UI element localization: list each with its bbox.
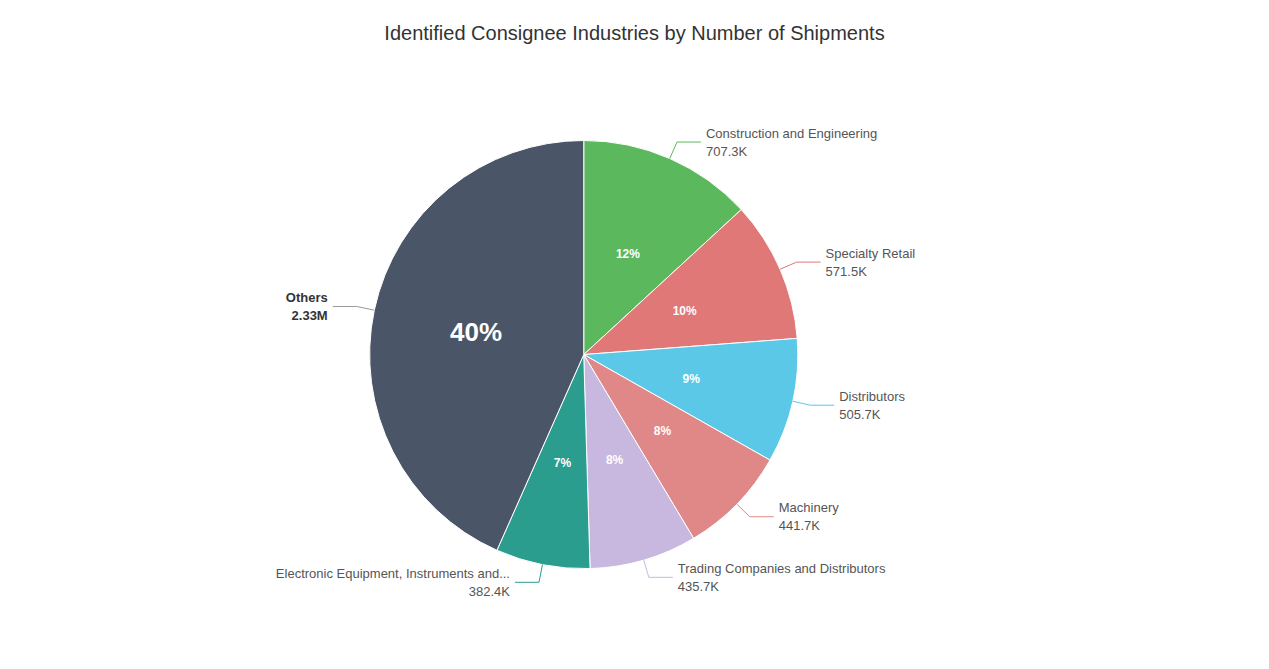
svg-text:707.3K: 707.3K	[706, 144, 748, 159]
svg-text:40%: 40%	[450, 317, 502, 347]
svg-text:Electronic Equipment, Instrume: Electronic Equipment, Instruments and...	[276, 566, 510, 581]
svg-text:382.4K: 382.4K	[469, 584, 511, 599]
svg-text:10%: 10%	[673, 304, 697, 318]
svg-text:9%: 9%	[682, 372, 700, 386]
svg-text:Specialty Retail: Specialty Retail	[826, 246, 916, 261]
svg-text:8%: 8%	[606, 453, 624, 467]
svg-text:Machinery: Machinery	[779, 500, 839, 515]
svg-text:12%: 12%	[616, 247, 640, 261]
svg-text:8%: 8%	[654, 424, 672, 438]
svg-text:435.7K: 435.7K	[678, 579, 720, 594]
svg-text:Distributors: Distributors	[839, 389, 905, 404]
svg-text:Trading Companies and Distribu: Trading Companies and Distributors	[678, 561, 886, 576]
svg-text:Identified Consignee Industrie: Identified Consignee Industries by Numbe…	[384, 22, 884, 44]
svg-text:Construction and Engineering: Construction and Engineering	[706, 126, 877, 141]
svg-text:571.5K: 571.5K	[826, 264, 868, 279]
svg-text:Others: Others	[286, 290, 328, 305]
svg-text:441.7K: 441.7K	[779, 518, 821, 533]
svg-text:2.33M: 2.33M	[292, 308, 328, 323]
svg-text:505.7K: 505.7K	[839, 407, 881, 422]
svg-text:7%: 7%	[554, 456, 572, 470]
